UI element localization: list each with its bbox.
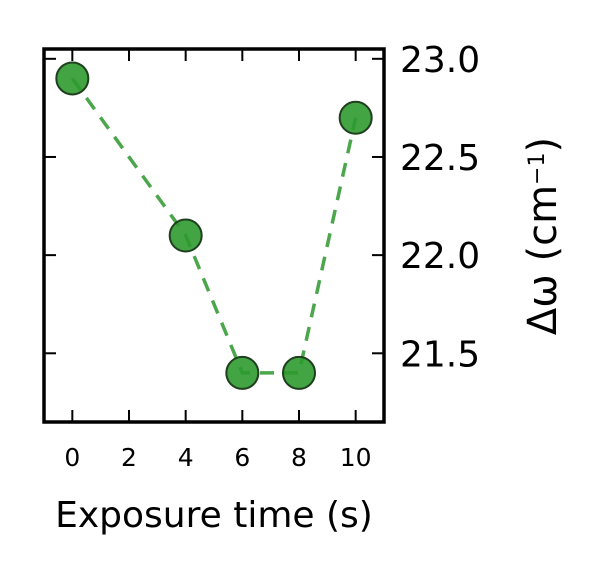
x-ticks: 0 2 4 6 8 10 [64, 49, 372, 472]
y-tick-label: 22.5 [400, 138, 480, 179]
data-point [168, 218, 203, 253]
data-point [55, 61, 90, 96]
x-tick-label: 0 [64, 443, 80, 472]
series-line [70, 77, 358, 375]
x-tick-label: 6 [234, 443, 250, 472]
axes-frame [42, 47, 386, 424]
y-axis-label-suffix: ) [520, 137, 566, 153]
x-tick-label: 4 [178, 443, 194, 472]
y-tick-label: 21.5 [400, 334, 480, 375]
data-point [225, 355, 260, 390]
series-layer [55, 61, 373, 390]
y-axis-label-superscript: −1 [525, 153, 550, 185]
x-tick-label: 8 [291, 443, 307, 472]
x-tick-label: 2 [121, 443, 137, 472]
y-tick-label: 22.0 [400, 236, 480, 277]
y-tick-label: 23.0 [400, 40, 480, 81]
y-axis-label-prefix: Δω (cm [520, 185, 566, 335]
x-axis-label: Exposure time (s) [55, 495, 373, 536]
data-point [338, 100, 373, 135]
data-point [282, 355, 316, 390]
plot-area: 0 2 4 6 8 10 21.5 22.0 22.5 23.0 [42, 40, 480, 472]
y-axis-label: Δω (cm−1) [520, 137, 566, 335]
x-tick-label: 10 [340, 443, 372, 472]
y-ticks: 21.5 22.0 22.5 23.0 [44, 40, 480, 375]
